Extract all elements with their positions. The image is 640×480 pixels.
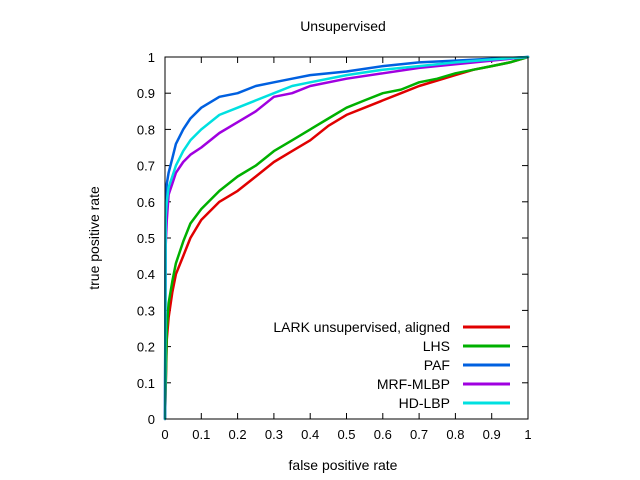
x-tick-label: 0.6	[374, 427, 392, 442]
legend-label: PAF	[424, 357, 450, 373]
series-line-mrf-mlbp	[163, 55, 530, 421]
series-line-lark-unsupervised-aligned	[163, 55, 530, 421]
y-tick-label: 0.5	[137, 231, 155, 246]
y-tick-label: 0.4	[137, 267, 155, 282]
y-tick-label: 0.8	[137, 122, 155, 137]
x-tick-label: 0.4	[301, 427, 319, 442]
legend: LARK unsupervised, aligned LHS PAF MRF-MLBP…	[273, 319, 510, 411]
series-line-lhs	[163, 55, 530, 421]
y-axis-label: true positive rate	[86, 186, 102, 290]
x-tick-label: 0.7	[410, 427, 428, 442]
x-tick-label: 0.3	[265, 427, 283, 442]
y-tick-label: 0.3	[137, 303, 155, 318]
x-tick-label: 0.2	[229, 427, 247, 442]
y-tick-label: 0.6	[137, 195, 155, 210]
y-tick-label: 0.1	[137, 376, 155, 391]
y-tick-label: 0.2	[137, 340, 155, 355]
legend-label: MRF-MLBP	[377, 376, 450, 392]
chart-title: Unsupervised	[300, 18, 386, 34]
plot-frame	[164, 56, 529, 420]
x-tick-label: 0.8	[446, 427, 464, 442]
y-tick-label: 0.9	[137, 86, 155, 101]
legend-label: LARK unsupervised, aligned	[273, 319, 450, 335]
x-axis-label: false positive rate	[289, 457, 398, 473]
x-tick-label: 0.9	[483, 427, 501, 442]
axis-ticks: 0 0.1 0.2 0.3 0.4 0.5 0.6 0.7 0.8 0.9 1 0 0.1 0.2 0.3 0…	[137, 50, 532, 442]
y-tick-label: 0	[148, 412, 155, 427]
x-tick-label: 0.1	[192, 427, 210, 442]
series-layer	[163, 55, 530, 421]
x-tick-label: 1	[524, 427, 531, 442]
legend-label: HD-LBP	[399, 395, 450, 411]
y-tick-label: 1	[148, 50, 155, 65]
series-line-paf	[163, 55, 530, 421]
x-tick-label: 0.5	[337, 427, 355, 442]
legend-label: LHS	[423, 338, 450, 354]
x-tick-label: 0	[161, 427, 168, 442]
y-tick-label: 0.7	[137, 159, 155, 174]
series-line-hd-lbp	[163, 55, 530, 421]
